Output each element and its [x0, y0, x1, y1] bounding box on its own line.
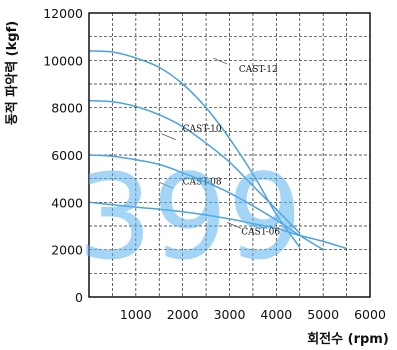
series-label-leader — [227, 222, 242, 229]
x-tick-label: 6000 — [354, 307, 386, 322]
x-tick-label: 4000 — [260, 307, 292, 322]
x-tick-label: 5000 — [307, 307, 339, 322]
x-axis-label: 회전수 (rpm) — [307, 331, 389, 347]
series-line-cast-12 — [88, 50, 301, 248]
series-label-cast-12: CAST-12 — [239, 65, 278, 75]
series-label-leader — [212, 57, 228, 65]
watermark-text: 399 — [77, 148, 302, 286]
y-tick-label: 8000 — [51, 101, 83, 116]
y-tick-label: 6000 — [51, 148, 83, 163]
series-line-cast-06 — [88, 201, 347, 250]
y-tick-label: 2000 — [51, 243, 83, 258]
series-line-cast-08 — [88, 154, 324, 251]
y-tick-label: 0 — [75, 290, 83, 305]
series-label-cast-08: CAST-08 — [183, 178, 222, 188]
series-label-leader — [161, 133, 176, 140]
x-tick-label: 2000 — [167, 307, 199, 322]
plot-border — [88, 12, 371, 298]
y-tick-label: 10000 — [43, 53, 83, 68]
series-layer: CAST-12 CAST-10 CAST-08 CAST-06 — [88, 50, 347, 251]
y-tick-label: 4000 — [51, 195, 83, 210]
x-tick-label: 3000 — [214, 307, 246, 322]
y-axis-label: 동적 파악력 (kgf) — [4, 21, 20, 125]
grid — [89, 13, 370, 297]
y-tick-label: 12000 — [43, 6, 83, 21]
x-tick-label: 1000 — [120, 307, 152, 322]
series-label-leader — [159, 181, 174, 189]
series-label-cast-10: CAST-10 — [183, 124, 222, 134]
tick-labels: 1000 2000 3000 4000 5000 6000 0 2000 4000 6000 800… — [43, 6, 386, 322]
series-line-cast-10 — [88, 99, 301, 234]
plot-frame — [88, 12, 371, 298]
series-label-cast-06: CAST-06 — [241, 227, 280, 237]
